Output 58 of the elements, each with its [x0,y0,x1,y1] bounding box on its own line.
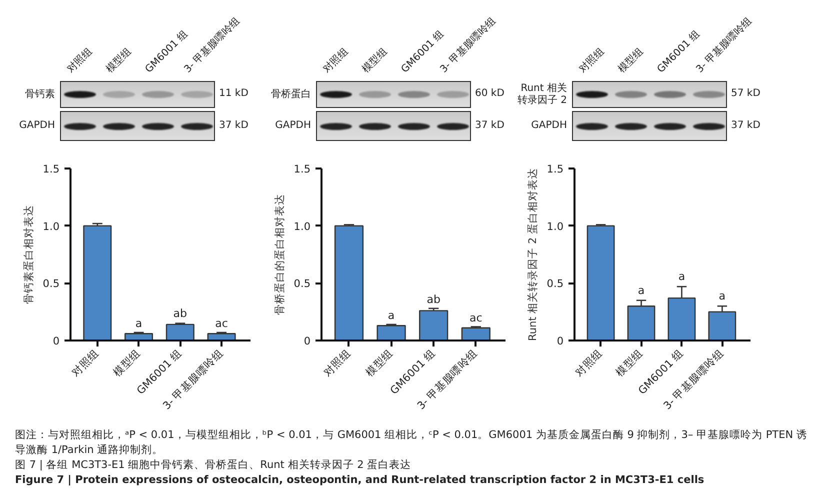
y-tick-label: 1.0 [294,220,311,233]
y-tick-label: 1.5 [294,164,311,176]
text: 骨钙素 [25,88,55,100]
text: 57 kD [731,87,762,102]
y-tick-label: 1.5 [546,164,564,176]
caption: 图 7 | 各组 MC3T3-E1 细胞中骨钙素、骨桥蛋白、Runt 相关转录因子 2 蛋白表达 [15,458,412,473]
bar [83,225,112,340]
annotation: ab [426,293,440,306]
annotation: ac [469,311,482,324]
y-tick-label: 0 [304,336,311,348]
annotation: a [718,290,726,303]
text: 37 kD [219,118,250,133]
text: 骨桥蛋白 [271,88,311,100]
bar [419,310,448,340]
annotation: a [388,309,395,322]
bar [334,225,364,340]
y-tick-label: 0 [52,336,60,348]
bar [461,327,490,340]
text: Runt 相关转录因子 2 [516,82,567,106]
annotation: a [678,270,686,284]
category-label: 对照组 [66,46,95,76]
bar [708,311,736,340]
y-tick-label: 1.0 [546,220,564,233]
text: 37 kD [731,118,762,133]
text: GAPDH [19,120,55,132]
annotation: ac [215,317,228,330]
x-tick-label: 模型组 [111,347,144,380]
category-label: 模型组 [616,46,646,76]
text: 图注：与对照组相比，ᵃP < 0.01，与模型组相比，ᵇP < 0.01，与 GM6001 组相比，ᶜP < 0.01。GM6001 为基质金属蛋白酶 9 抑制剂，3– 甲基腺嘌呤为 PTEN 诱导激酶 1/Parkin 通路抑制剂。 [15,428,808,458]
y-tick-label: 0.5 [294,278,311,290]
x-tick-label: 对照组 [572,346,606,380]
text: 11 kD [219,87,250,102]
x-tick-label: 模型组 [614,347,646,380]
category-label: 对照组 [578,46,607,76]
y-axis-title: 骨钙素蛋白相对表达 [22,205,35,304]
x-tick-label: 对照组 [320,346,354,380]
y-axis-title: 骨桥蛋白的蛋白相对表达 [272,194,286,315]
category-label: 模型组 [104,46,134,76]
y-tick-label: 0.5 [546,278,564,290]
text: GAPDH [275,120,311,132]
category-label: 模型组 [360,46,390,76]
y-tick-label: 0 [556,336,564,348]
bar [376,324,406,340]
annotation: a [135,317,142,330]
caption: Figure 7 | Protein expressions of osteocalcin, osteopontin, and Runt-related transcription factor 2 in MC3T3-E1 cells [15,473,706,488]
y-axis-title: Runt 相关转录因子 2 蛋白相对表达 [526,168,539,341]
annotation: a [638,284,645,297]
y-tick-label: 1.5 [42,164,60,176]
x-tick-label: 模型组 [364,347,396,380]
annotation: ab [173,306,188,320]
bar [166,324,194,340]
text: 60 kD [475,87,506,102]
category-label: 对照组 [322,46,351,76]
bar [586,225,615,340]
x-tick-label: 对照组 [69,346,102,380]
text: GAPDH [531,120,567,132]
text: 37 kD [475,118,506,133]
y-tick-label: 0.5 [42,278,60,290]
